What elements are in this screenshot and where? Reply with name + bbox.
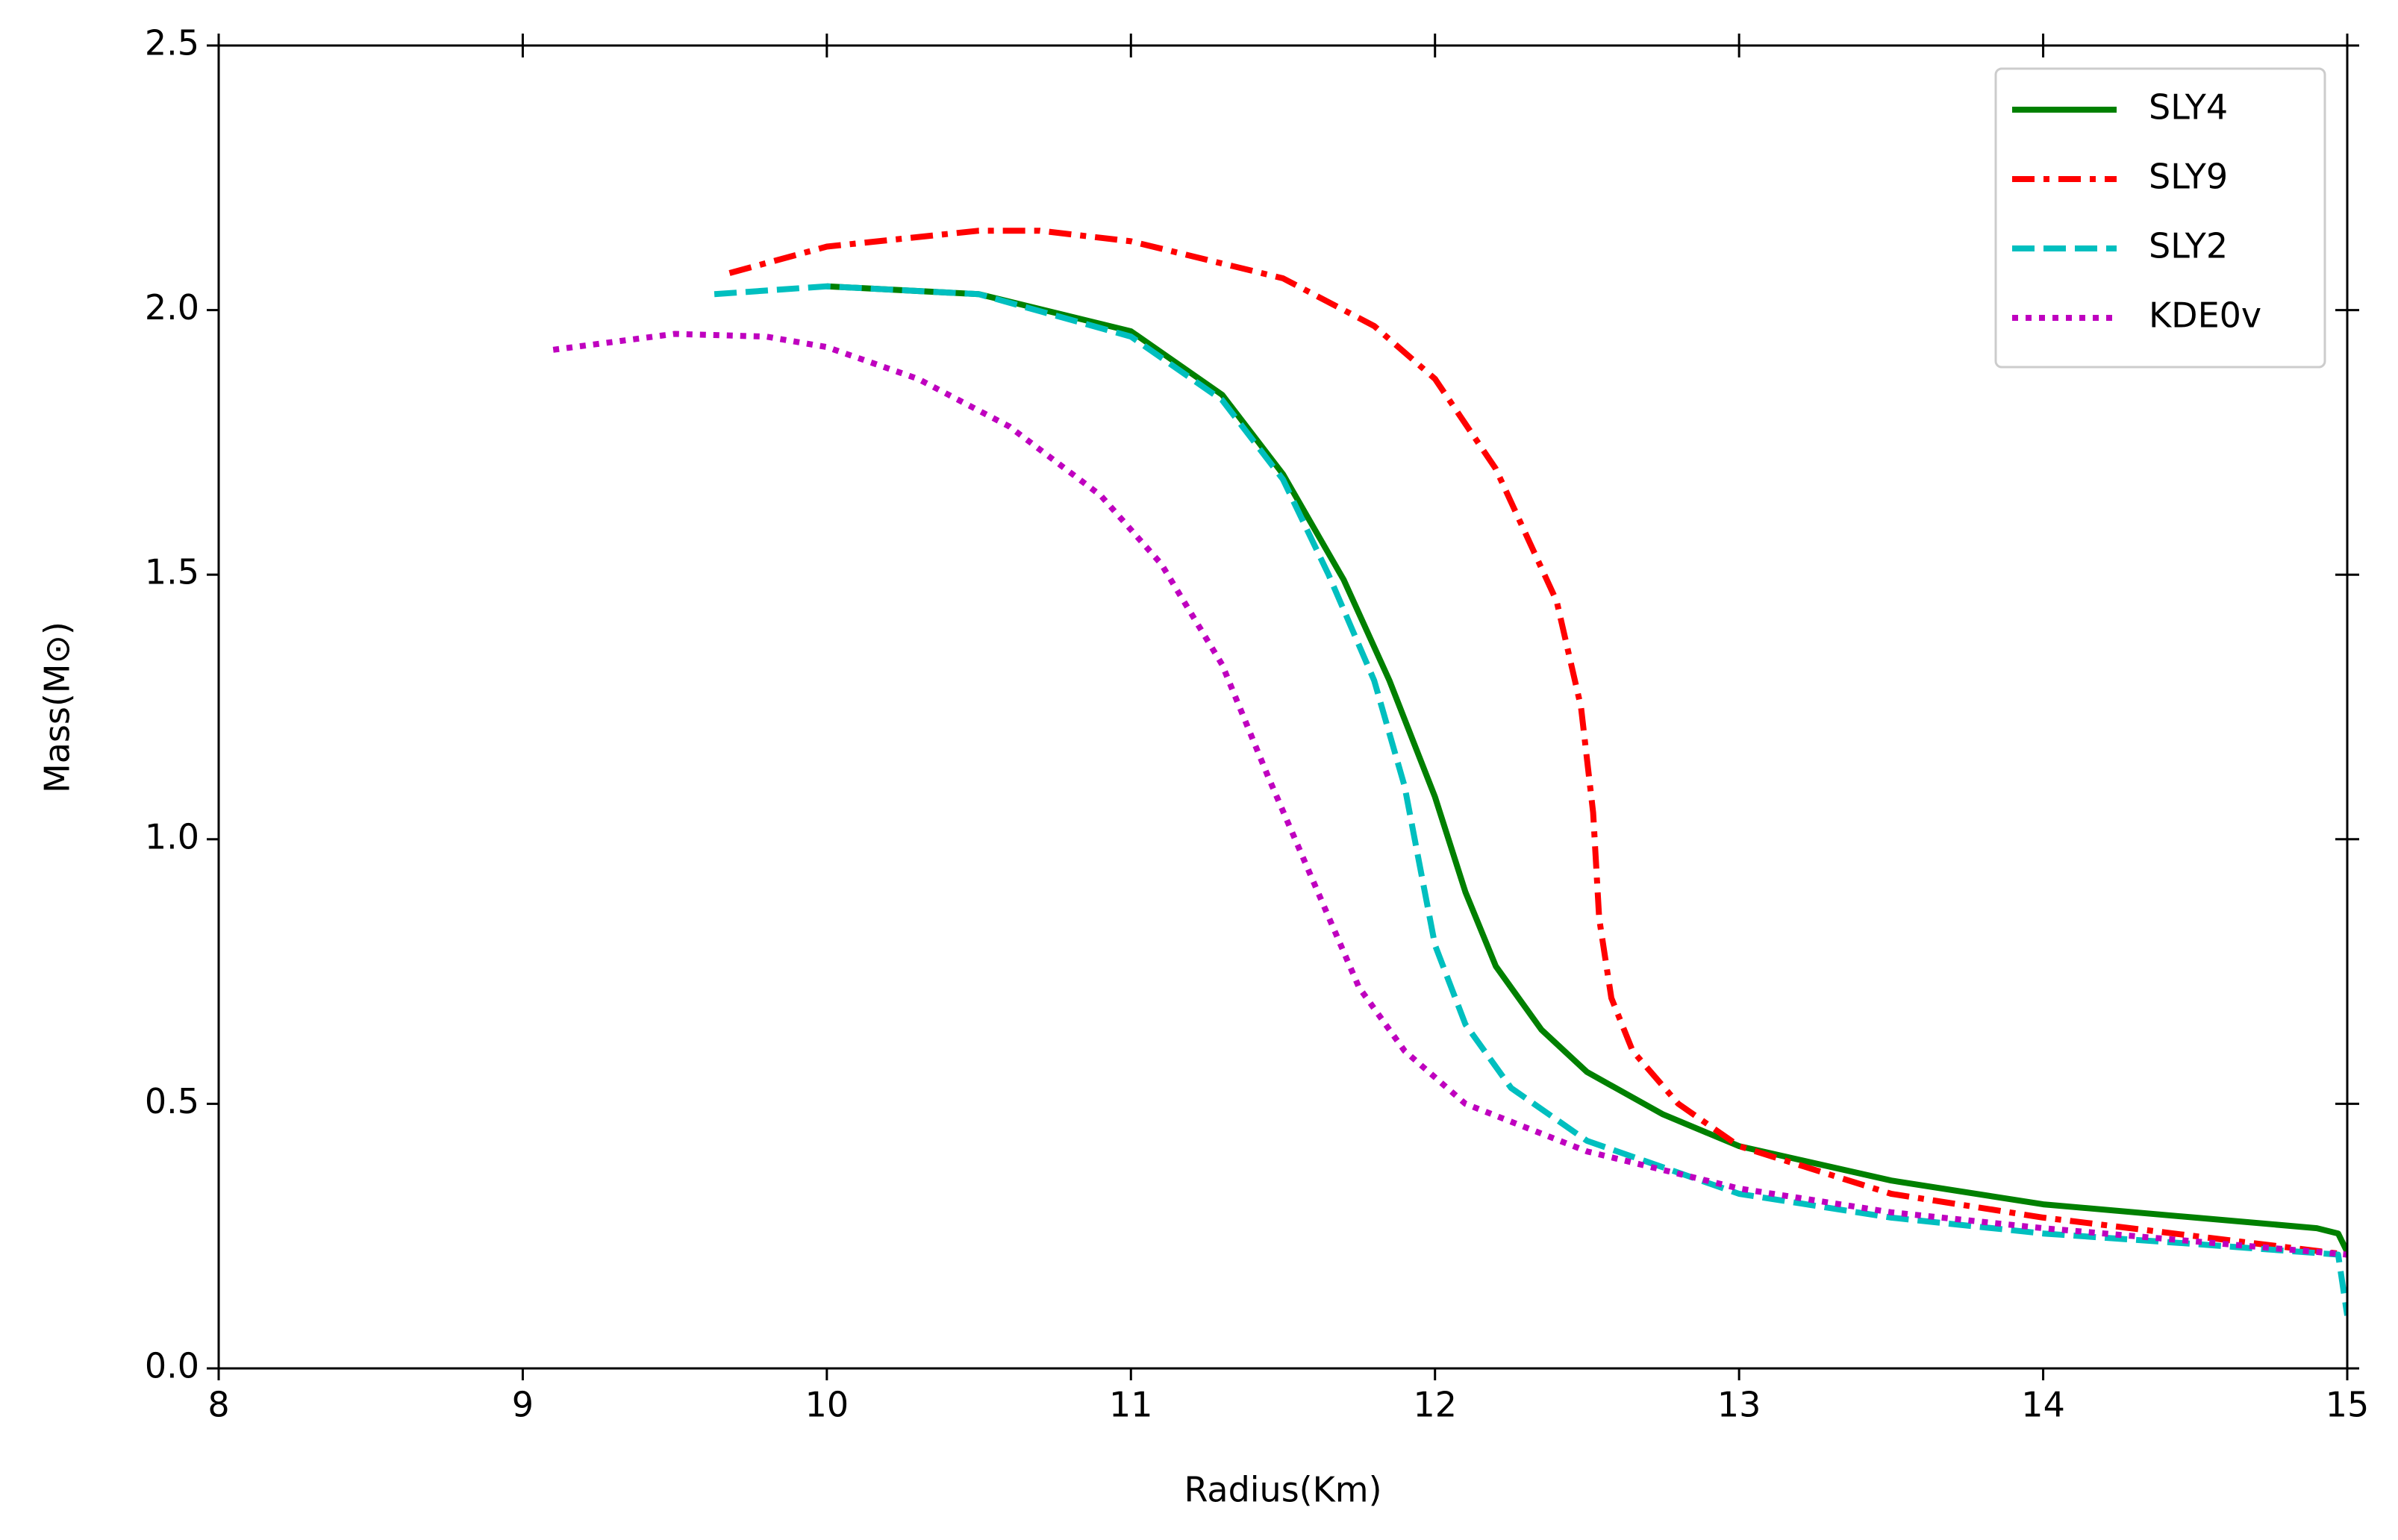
x-tick-label: 8 — [207, 1385, 229, 1425]
y-tick-label: 2.5 — [145, 23, 199, 63]
legend-label: SLY4 — [2149, 87, 2228, 128]
plot-frame — [217, 44, 2349, 1370]
line-series — [728, 228, 2347, 1258]
x-tick-label: 14 — [2021, 1385, 2065, 1425]
x-axis-label: Radius(Km) — [1184, 1470, 1381, 1510]
legend-label: SLY2 — [2149, 226, 2228, 266]
y-tick-label: 1.5 — [145, 552, 199, 592]
legend-label: SLY9 — [2149, 157, 2228, 197]
legend: SLY4 SLY9 SLY2 KDE0v — [1994, 67, 2326, 369]
x-tick-label: 12 — [1413, 1385, 1457, 1425]
line-series — [552, 331, 2347, 1258]
y-tick-label: 0.5 — [145, 1081, 199, 1121]
legend-label: KDE0v — [2149, 295, 2261, 336]
y-tick-label: 0.0 — [145, 1346, 199, 1386]
x-tick-label: 13 — [1717, 1385, 1761, 1425]
line-series — [826, 283, 2347, 1253]
y-tick-label: 1.0 — [145, 816, 199, 857]
y-tick-label: 2.0 — [145, 287, 199, 328]
x-tick-label: 15 — [2326, 1385, 2370, 1425]
legend-box — [1994, 67, 2326, 369]
line-series — [714, 283, 2347, 1316]
y-axis-label: Mass(M⊙) — [37, 622, 78, 793]
x-tick-label: 10 — [805, 1385, 849, 1425]
x-tick-label: 9 — [512, 1385, 534, 1425]
x-tick-label: 11 — [1109, 1385, 1153, 1425]
